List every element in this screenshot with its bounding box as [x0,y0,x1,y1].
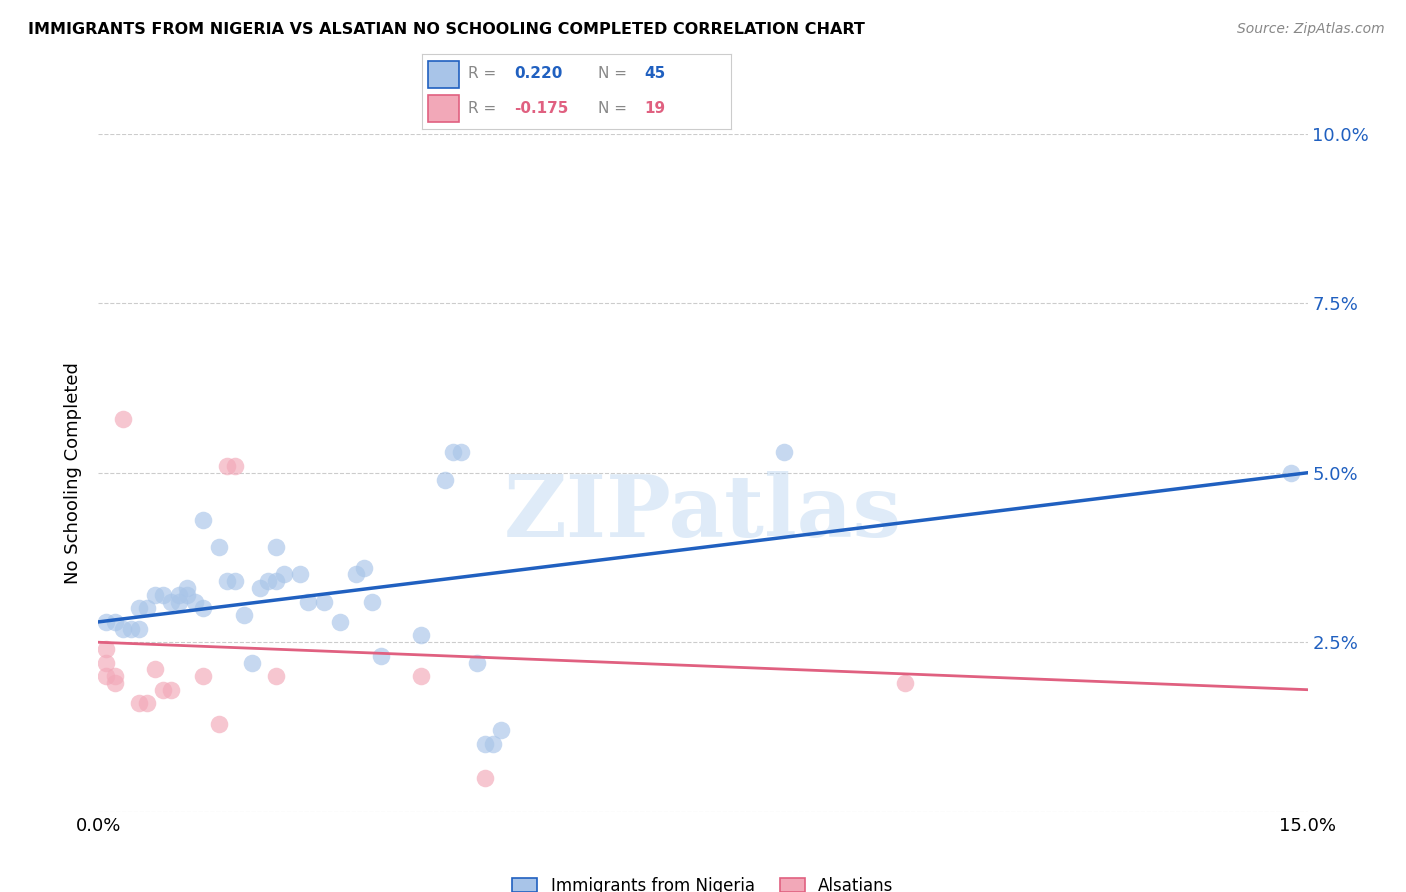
Legend: Immigrants from Nigeria, Alsatians: Immigrants from Nigeria, Alsatians [506,871,900,892]
Point [482,737,505,751]
Point [193,513,215,527]
Point [273,567,295,582]
Point [128,696,150,710]
Point [184,594,207,608]
Point [103,669,125,683]
Point [441,445,464,459]
Text: 45: 45 [644,67,666,81]
Y-axis label: No Schooling Completed: No Schooling Completed [65,362,83,583]
Point [176,588,198,602]
Point [288,567,311,582]
Point [893,676,915,690]
Bar [427,62,458,87]
Point [249,581,271,595]
Point [232,608,254,623]
Point [217,574,239,589]
Bar [427,95,458,122]
Point [103,615,125,629]
Point [96,669,118,683]
Point [96,615,118,629]
Point [160,682,183,697]
Text: N =: N = [598,102,631,116]
Text: 19: 19 [644,102,665,116]
Point [152,682,174,697]
Point [128,622,150,636]
Point [344,567,367,582]
Point [264,669,287,683]
Point [474,737,496,751]
Text: ZIPatlas: ZIPatlas [503,472,903,556]
Point [176,581,198,595]
Text: R =: R = [468,67,502,81]
Point [297,594,319,608]
Point [96,656,118,670]
Point [208,541,231,555]
Text: Source: ZipAtlas.com: Source: ZipAtlas.com [1237,22,1385,37]
Point [96,642,118,657]
Point [217,458,239,473]
Text: -0.175: -0.175 [515,102,569,116]
Point [224,574,246,589]
Point [193,669,215,683]
Point [474,771,496,785]
Point [353,560,375,574]
Point [465,656,488,670]
Text: 0.220: 0.220 [515,67,562,81]
Point [329,615,352,629]
Point [120,622,142,636]
Point [370,648,392,663]
Point [103,676,125,690]
Point [450,445,472,459]
Point [1281,466,1303,480]
Point [167,588,190,602]
Point [167,594,190,608]
Point [434,473,457,487]
Point [143,588,166,602]
Point [111,622,134,636]
Text: IMMIGRANTS FROM NIGERIA VS ALSATIAN NO SCHOOLING COMPLETED CORRELATION CHART: IMMIGRANTS FROM NIGERIA VS ALSATIAN NO S… [28,22,865,37]
Point [143,662,166,676]
Point [152,588,174,602]
Point [491,723,513,738]
Point [264,541,287,555]
Point [208,716,231,731]
Point [361,594,384,608]
Point [772,445,794,459]
Point [160,594,183,608]
Point [224,458,246,473]
Point [240,656,263,670]
Point [193,601,215,615]
Point [111,411,134,425]
Point [256,574,278,589]
Point [135,601,157,615]
Point [314,594,336,608]
Point [409,628,432,642]
Point [409,669,432,683]
Text: R =: R = [468,102,502,116]
Point [135,696,157,710]
Point [264,574,287,589]
Text: N =: N = [598,67,631,81]
Point [128,601,150,615]
